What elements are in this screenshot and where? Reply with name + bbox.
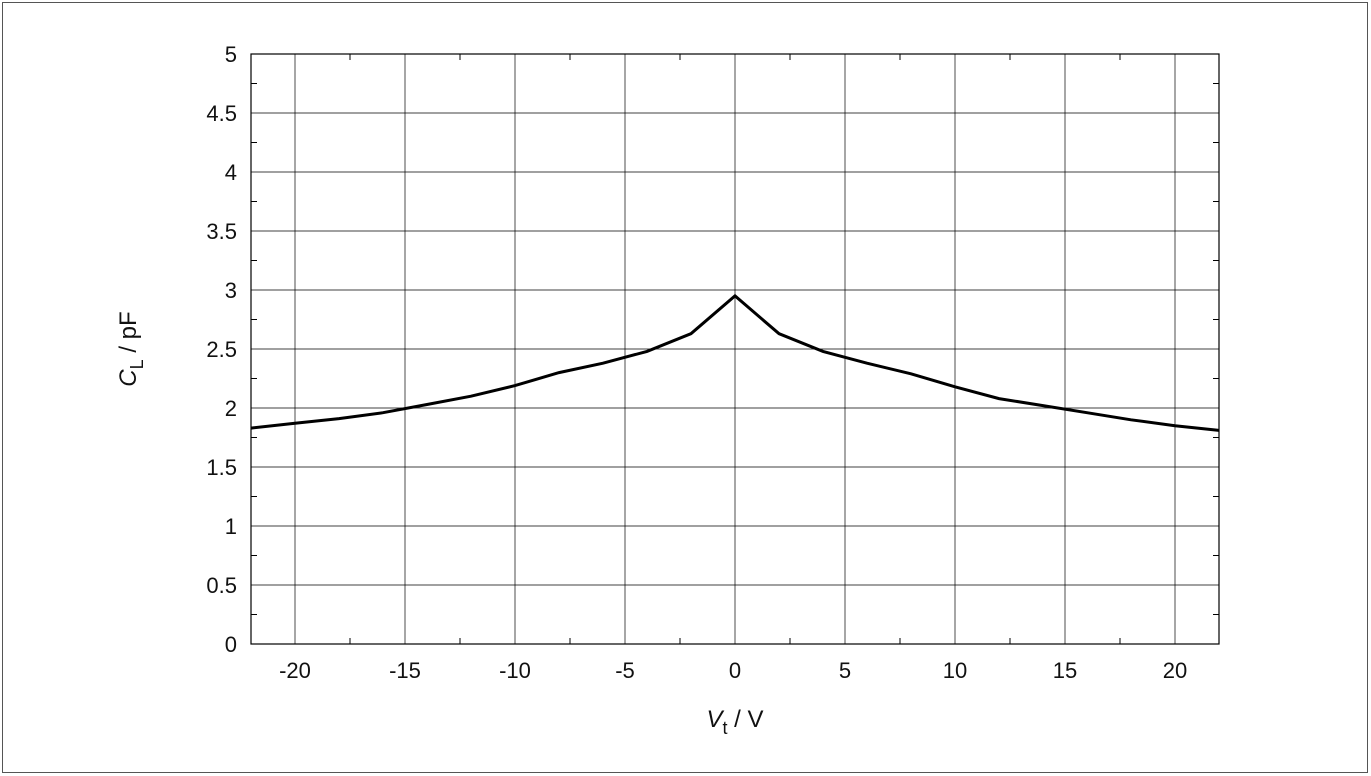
y-tick-label: 0.5 — [206, 573, 237, 598]
y-axis-symbol: C — [115, 369, 142, 387]
grid — [251, 53, 1219, 645]
y-tick-label: 2 — [225, 396, 237, 421]
y-axis-subscript: L — [127, 359, 147, 369]
y-tick-label: 2.5 — [206, 337, 237, 362]
x-tick-label: 5 — [839, 658, 851, 683]
x-tick-label: 15 — [1053, 658, 1077, 683]
y-axis-title: CL / pF — [115, 311, 147, 386]
y-tick-label: 3.5 — [206, 219, 237, 244]
x-tick-label: -10 — [499, 658, 531, 683]
y-tick-label: 4.5 — [206, 101, 237, 126]
y-tick-label: 4 — [225, 160, 237, 185]
x-tick-labels: -20 -15 -10 -5 0 5 10 15 20 — [279, 658, 1187, 683]
y-tick-labels: 0 0.5 1 1.5 2 2.5 3 3.5 4 4.5 5 — [206, 42, 237, 657]
y-tick-label: 3 — [225, 278, 237, 303]
x-axis-subscript: t — [722, 718, 727, 738]
x-tick-label: -15 — [389, 658, 421, 683]
series-line — [250, 293, 1220, 432]
x-axis-symbol: V — [706, 706, 724, 733]
y-tick-label: 1.5 — [206, 455, 237, 480]
y-tick-label: 5 — [225, 42, 237, 67]
y-tick-label: 0 — [225, 632, 237, 657]
x-axis-title: Vt / V — [706, 706, 763, 738]
plot-area — [250, 53, 1220, 645]
x-tick-label: 10 — [943, 658, 967, 683]
y-axis-unit: / pF — [115, 311, 142, 359]
x-axis-unit: / V — [728, 706, 764, 733]
x-tick-label: 20 — [1163, 658, 1187, 683]
y-tick-label: 1 — [225, 514, 237, 539]
series-layer — [250, 293, 1220, 432]
x-tick-label: -5 — [615, 658, 635, 683]
x-tick-label: 0 — [729, 658, 741, 683]
minor-ticks — [251, 54, 1219, 644]
x-tick-label: -20 — [279, 658, 311, 683]
